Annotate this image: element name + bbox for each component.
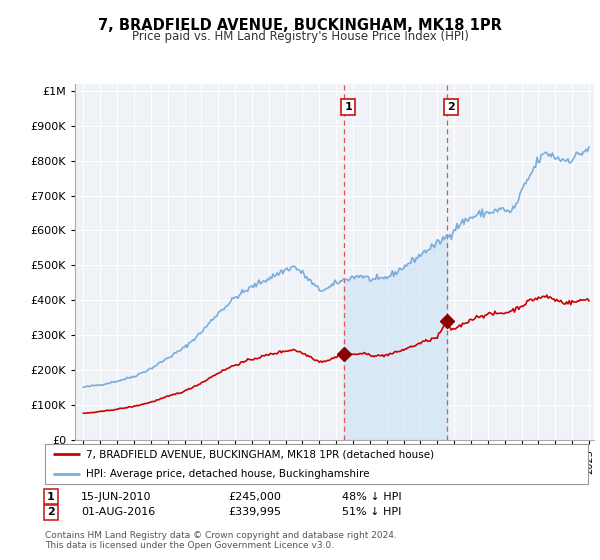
Text: £339,995: £339,995 [228, 507, 281, 517]
Text: 7, BRADFIELD AVENUE, BUCKINGHAM, MK18 1PR: 7, BRADFIELD AVENUE, BUCKINGHAM, MK18 1P… [98, 18, 502, 33]
Text: 1: 1 [47, 492, 55, 502]
Text: 48% ↓ HPI: 48% ↓ HPI [342, 492, 401, 502]
Text: Price paid vs. HM Land Registry's House Price Index (HPI): Price paid vs. HM Land Registry's House … [131, 30, 469, 43]
Text: 2: 2 [47, 507, 55, 517]
Text: Contains HM Land Registry data © Crown copyright and database right 2024.
This d: Contains HM Land Registry data © Crown c… [45, 531, 397, 550]
Text: 51% ↓ HPI: 51% ↓ HPI [342, 507, 401, 517]
Text: HPI: Average price, detached house, Buckinghamshire: HPI: Average price, detached house, Buck… [86, 469, 369, 479]
Text: 01-AUG-2016: 01-AUG-2016 [81, 507, 155, 517]
Text: £245,000: £245,000 [228, 492, 281, 502]
Text: 2: 2 [448, 102, 455, 112]
Text: 15-JUN-2010: 15-JUN-2010 [81, 492, 151, 502]
Text: 1: 1 [344, 102, 352, 112]
Text: 7, BRADFIELD AVENUE, BUCKINGHAM, MK18 1PR (detached house): 7, BRADFIELD AVENUE, BUCKINGHAM, MK18 1P… [86, 449, 434, 459]
